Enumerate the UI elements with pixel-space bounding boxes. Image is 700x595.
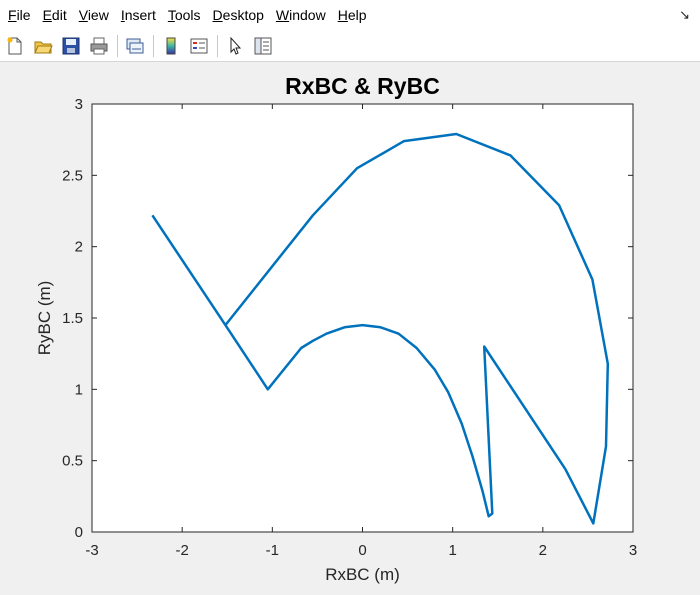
chart-title: RxBC & RyBC [285, 73, 440, 99]
plot-area [91, 103, 634, 533]
x-tick-label: 3 [629, 542, 637, 559]
insert-legend-icon[interactable] [187, 34, 211, 58]
toolbar-separator [217, 35, 218, 57]
menu-item-file[interactable]: File [8, 7, 31, 23]
menubar-dock-arrow-icon[interactable]: ↘ [679, 7, 690, 22]
series-group [151, 132, 610, 525]
menu-item-tools[interactable]: Tools [167, 7, 201, 23]
menu-item-desktop[interactable]: Desktop [212, 7, 264, 23]
figure-toolbar [0, 31, 700, 62]
y-tick-label: 1 [75, 381, 83, 398]
axis-ticks: -3 -2 -1 0 1 2 3 0 0.5 1 1.5 2 2.5 3 [62, 96, 637, 559]
series-line-0 [151, 132, 610, 525]
x-tick-label: 1 [448, 542, 456, 559]
toolbar-separator [117, 35, 118, 57]
y-axis-label: RyBC (m) [35, 281, 54, 356]
new-figure-icon[interactable] [3, 34, 27, 58]
insert-colorbar-icon[interactable] [159, 34, 183, 58]
menu-item-help[interactable]: Help [337, 7, 367, 23]
print-icon[interactable] [87, 34, 111, 58]
menu-item-insert[interactable]: Insert [120, 7, 156, 23]
y-tick-label: 0.5 [62, 453, 83, 470]
y-tick-label: 1.5 [62, 310, 83, 327]
x-tick-label: 2 [539, 542, 547, 559]
x-axis-label: RxBC (m) [325, 565, 400, 584]
menu-item-window[interactable]: Window [275, 7, 326, 23]
menu-item-view[interactable]: View [78, 7, 109, 23]
y-tick-label: 0 [75, 524, 83, 541]
menu-item-edit[interactable]: Edit [42, 7, 67, 23]
edit-plot-icon[interactable] [223, 34, 247, 58]
x-tick-label: -3 [85, 542, 98, 559]
property-inspector-icon[interactable] [251, 34, 275, 58]
y-tick-label: 2.5 [62, 167, 83, 184]
x-tick-label: 0 [358, 542, 366, 559]
figure-canvas: -3 -2 -1 0 1 2 3 0 0.5 1 1.5 2 2.5 3 RxBC & RyBC RxBC… [0, 62, 700, 590]
y-tick-label: 2 [75, 239, 83, 256]
toolbar-separator [153, 35, 154, 57]
open-file-icon[interactable] [31, 34, 55, 58]
y-tick-label: 3 [75, 96, 83, 113]
x-tick-label: -2 [175, 542, 188, 559]
link-plot-icon[interactable] [123, 34, 147, 58]
line-chart: -3 -2 -1 0 1 2 3 0 0.5 1 1.5 2 2.5 3 RxBC & RyBC RxBC… [35, 73, 637, 584]
save-icon[interactable] [59, 34, 83, 58]
menu-bar: File Edit View Insert Tools Desktop Window Help… [0, 0, 700, 31]
x-tick-label: -1 [266, 542, 279, 559]
